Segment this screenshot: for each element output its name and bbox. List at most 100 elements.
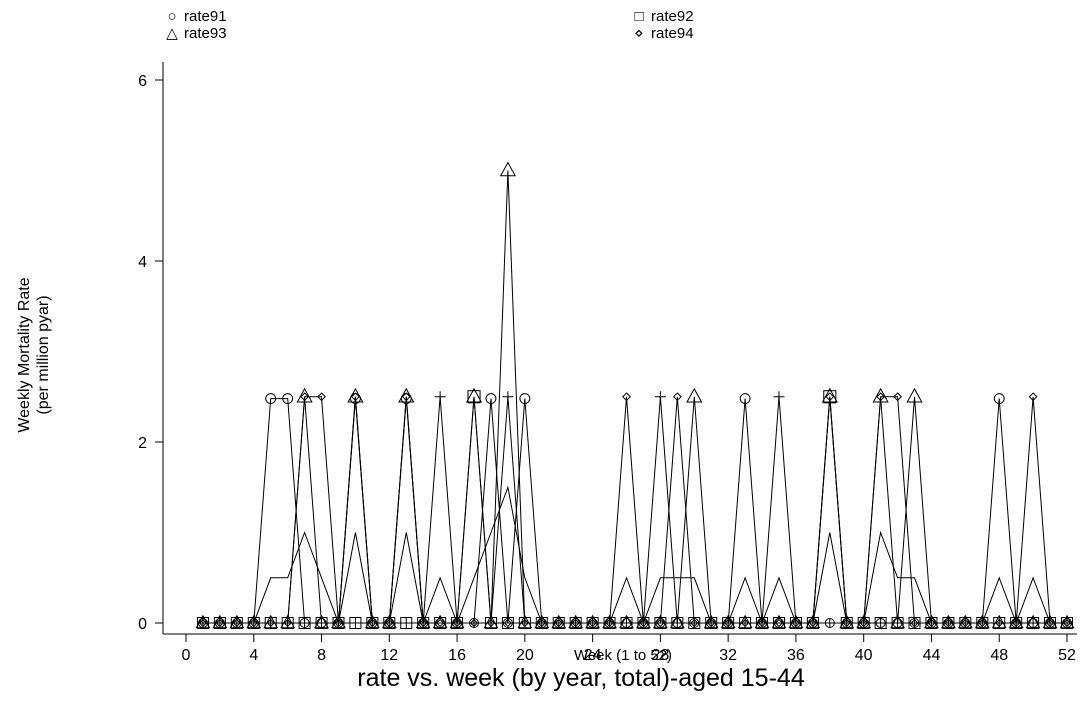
square-marker-rate92 xyxy=(772,617,785,629)
plus-marker-series-5 xyxy=(807,618,818,628)
square-marker-rate92 xyxy=(874,617,887,629)
chart-title: rate vs. week (by year, total)-aged 15-4… xyxy=(357,664,805,692)
square-marker-rate92 xyxy=(586,617,599,629)
plus-marker-series-5 xyxy=(367,618,378,628)
chart-markers xyxy=(195,161,1075,629)
x-tick-label: 36 xyxy=(787,647,805,664)
plus-marker-series-5 xyxy=(1045,618,1056,628)
square-marker-rate92 xyxy=(603,617,616,629)
square-marker-rate92 xyxy=(789,617,802,629)
legend-label: rate91 xyxy=(184,8,227,25)
diamond-marker-rate94 xyxy=(401,392,411,402)
square-marker-rate92 xyxy=(315,617,328,629)
plus-marker-series-5 xyxy=(638,618,649,628)
square-marker-rate92 xyxy=(823,390,837,404)
square-marker-rate92 xyxy=(925,617,938,629)
y-axis-label-line1: Weekly Mortality Rate xyxy=(16,277,33,433)
circle-marker-icon: ○ xyxy=(167,8,177,25)
y-tick-label: 0 xyxy=(138,616,147,633)
square-marker-rate92 xyxy=(400,617,413,629)
square-marker-rate92 xyxy=(264,617,277,629)
diamond-marker-rate94 xyxy=(317,392,326,402)
diamond-marker-icon: ⋄ xyxy=(634,25,644,42)
diamond-marker-rate94 xyxy=(893,392,902,402)
legend-item-rate93: △ rate93 xyxy=(165,26,226,42)
plus-marker-series-5 xyxy=(485,618,496,628)
triangle-marker-rate93 xyxy=(821,387,838,403)
series-line-rate93 xyxy=(202,170,1067,624)
square-marker-rate92 xyxy=(569,617,582,629)
square-marker-rate92 xyxy=(806,617,819,629)
triangle-marker-rate93 xyxy=(398,387,415,403)
plus-marker-series-5 xyxy=(740,618,751,628)
chart-series-lines xyxy=(202,170,1067,625)
plus-marker-series-5 xyxy=(943,618,954,628)
square-marker-rate92 xyxy=(213,617,226,629)
plus-marker-series-5 xyxy=(231,618,242,628)
square-marker-rate92 xyxy=(451,617,464,629)
diamond-marker-rate94 xyxy=(1028,392,1038,402)
circle-marker-rate91 xyxy=(519,393,531,405)
square-marker-rate92 xyxy=(1044,617,1057,629)
plus-marker-series-5 xyxy=(604,618,615,628)
square-marker-rate92 xyxy=(976,617,989,629)
x-tick-label: 40 xyxy=(855,647,873,664)
plus-marker-series-5 xyxy=(654,391,666,403)
plus-marker-series-5 xyxy=(706,618,717,628)
y-tick-label: 6 xyxy=(138,73,147,90)
x-tick-label: 32 xyxy=(719,647,737,664)
plus-marker-series-5 xyxy=(909,618,920,628)
plus-marker-series-5 xyxy=(570,618,581,628)
plus-marker-series-5 xyxy=(536,618,547,628)
triangle-marker-rate93 xyxy=(686,387,703,403)
square-marker-rate92 xyxy=(756,617,769,629)
plus-marker-series-5 xyxy=(265,618,276,628)
plus-marker-series-5 xyxy=(1028,618,1039,628)
plus-marker-series-5 xyxy=(977,618,988,628)
x-tick-label: 20 xyxy=(516,647,534,664)
square-marker-rate92 xyxy=(349,617,362,629)
square-marker-rate92 xyxy=(739,617,752,629)
y-axis-label-line2: (per million pyar) xyxy=(35,295,52,415)
legend-item-rate91: ○ rate91 xyxy=(165,8,227,25)
square-marker-rate92 xyxy=(281,617,294,629)
plus-marker-series-5 xyxy=(469,618,480,628)
square-marker-rate92 xyxy=(1010,617,1023,629)
diamond-marker-rate94 xyxy=(876,392,886,402)
diamond-marker-rate94 xyxy=(622,392,631,402)
legend-label: rate92 xyxy=(651,8,694,25)
x-tick-label: 52 xyxy=(1058,647,1076,664)
square-marker-rate92 xyxy=(688,617,701,629)
x-axis-label: Week (1 to 52) xyxy=(573,647,673,664)
square-marker-icon: □ xyxy=(634,8,644,25)
circle-marker-rate91 xyxy=(993,393,1005,405)
square-marker-rate92 xyxy=(1027,617,1040,629)
square-marker-rate92 xyxy=(196,617,209,629)
square-marker-rate92 xyxy=(298,617,311,629)
square-marker-rate92 xyxy=(671,617,684,629)
plus-marker-series-5 xyxy=(994,618,1005,628)
diamond-marker-rate94 xyxy=(436,618,445,628)
plus-marker-series-5 xyxy=(384,618,395,628)
triangle-marker-rate93 xyxy=(296,387,313,403)
square-marker-rate92 xyxy=(484,617,497,629)
series-line-series-6 xyxy=(202,485,1067,625)
plus-marker-series-5 xyxy=(418,618,429,628)
square-marker-rate92 xyxy=(501,617,514,629)
circle-marker-rate91 xyxy=(485,393,497,405)
series-line-rate94 xyxy=(202,396,1067,624)
diamond-marker-rate94 xyxy=(672,392,682,402)
plus-marker-series-5 xyxy=(841,618,852,628)
diamond-marker-rate94 xyxy=(656,618,665,628)
triangle-marker-rate93 xyxy=(771,614,787,629)
plus-marker-series-5 xyxy=(960,618,971,628)
plus-marker-series-5 xyxy=(316,618,327,628)
plus-marker-series-5 xyxy=(790,618,801,628)
plus-marker-series-5 xyxy=(502,391,514,403)
diamond-marker-rate94 xyxy=(774,618,784,628)
plus-marker-series-5 xyxy=(434,391,446,403)
square-marker-rate92 xyxy=(535,617,548,629)
triangle-marker-rate93 xyxy=(499,161,517,177)
diamond-marker-rate94 xyxy=(300,392,310,402)
